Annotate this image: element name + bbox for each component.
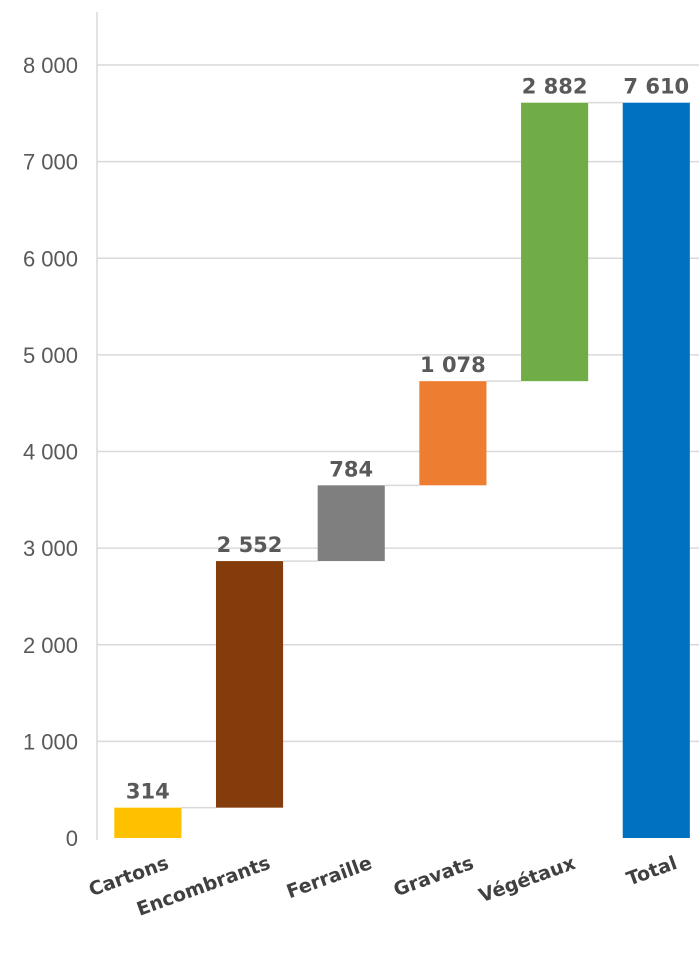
data-label: 2 552 xyxy=(217,533,283,557)
y-tick-label: 4 000 xyxy=(23,440,78,465)
bars xyxy=(114,102,690,839)
y-tick-label: 8 000 xyxy=(23,53,78,78)
y-tick-label: 3 000 xyxy=(23,536,78,561)
y-tick-label: 1 000 xyxy=(23,729,78,754)
y-tick-label: 5 000 xyxy=(23,343,78,368)
data-labels: 314 2 552 784 1 078 2 882 7 610 xyxy=(126,75,689,804)
bar xyxy=(317,485,385,562)
data-label: 1 078 xyxy=(420,353,486,377)
data-label: 2 882 xyxy=(522,75,588,99)
y-tick-label: 6 000 xyxy=(23,246,78,271)
data-label: 7 610 xyxy=(623,75,689,99)
y-tick-label: 7 000 xyxy=(23,150,78,175)
gridlines xyxy=(97,64,699,743)
y-axis-tick-labels: 0 1 000 2 000 3 000 4 000 5 000 6 000 7 000 8 00… xyxy=(23,53,78,851)
y-tick-label: 2 000 xyxy=(23,633,78,658)
x-category-label: Végétaux xyxy=(476,852,578,907)
bar xyxy=(419,381,487,486)
bar xyxy=(114,807,182,838)
data-label: 784 xyxy=(329,457,373,481)
connector-lines xyxy=(181,101,623,809)
bar xyxy=(521,102,589,382)
data-label: 314 xyxy=(126,780,170,804)
bar xyxy=(622,102,690,839)
bar xyxy=(215,561,284,808)
x-category-label: Ferraille xyxy=(284,852,375,903)
x-category-label: Gravats xyxy=(391,852,477,901)
y-tick-label: 0 xyxy=(66,826,78,851)
x-category-label: Total xyxy=(624,852,680,890)
